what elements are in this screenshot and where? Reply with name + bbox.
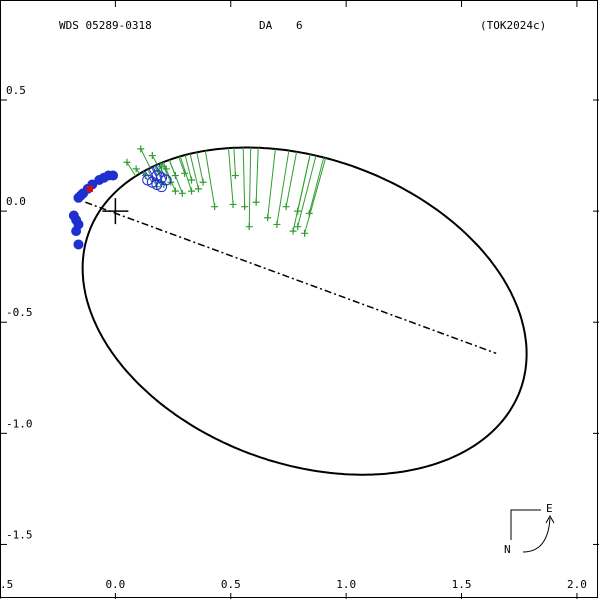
residual-line bbox=[276, 150, 290, 225]
compass-arrowhead bbox=[545, 514, 555, 524]
speckle-open-point bbox=[160, 174, 172, 186]
compass: N E bbox=[504, 502, 555, 556]
header-left: WDS 05289-0318 bbox=[59, 19, 152, 32]
visual-point bbox=[305, 209, 313, 217]
y-tick-label: 0.5 bbox=[6, 84, 26, 97]
compass-east-arrow bbox=[522, 517, 551, 553]
header-middle-a: DA bbox=[259, 19, 273, 32]
visual-point bbox=[282, 203, 290, 211]
visual-point bbox=[294, 223, 302, 231]
x-tick-label: 0.5 bbox=[221, 578, 241, 591]
speckle-open-point bbox=[146, 176, 158, 188]
x-tick-label: 2.0 bbox=[567, 578, 587, 591]
visual-point bbox=[132, 165, 140, 173]
visual-point bbox=[178, 189, 186, 197]
residual-line bbox=[204, 150, 216, 207]
speckle-residual bbox=[144, 170, 153, 183]
residual-line bbox=[308, 157, 325, 214]
residual-line bbox=[304, 157, 327, 234]
visual-point bbox=[252, 198, 260, 206]
visual-point bbox=[171, 187, 179, 195]
speckle-residual bbox=[148, 168, 158, 185]
current-position-marker bbox=[87, 185, 93, 192]
residual-line bbox=[178, 156, 186, 174]
visual-point bbox=[229, 200, 237, 208]
residual-line bbox=[151, 155, 158, 165]
header-middle-b: 6 bbox=[296, 19, 303, 32]
visual-point bbox=[194, 185, 202, 193]
residual-line bbox=[285, 151, 298, 207]
visual-point bbox=[211, 203, 219, 211]
residual-line bbox=[189, 153, 199, 190]
primary-star-cross bbox=[102, 198, 129, 225]
visual-point bbox=[158, 163, 166, 171]
speckle-point bbox=[68, 210, 79, 221]
residual-line bbox=[161, 162, 172, 183]
visual-point bbox=[188, 176, 196, 184]
residual-line bbox=[233, 147, 236, 176]
y-tick-label: -0.5 bbox=[6, 306, 33, 319]
residual-line bbox=[126, 161, 137, 177]
visual-point bbox=[148, 152, 156, 160]
x-tick-label: 1.5 bbox=[452, 578, 472, 591]
residual-line bbox=[297, 155, 317, 227]
y-tick-label: -1.5 bbox=[6, 528, 33, 541]
visual-point bbox=[241, 203, 249, 211]
markers bbox=[87, 185, 129, 225]
x-tick-label: -0.5 bbox=[0, 578, 13, 591]
compass-north-line bbox=[510, 509, 541, 540]
compass-east-label: E bbox=[546, 502, 553, 515]
visual-point bbox=[162, 165, 170, 173]
residual-line bbox=[255, 147, 259, 203]
visual-point bbox=[245, 223, 253, 231]
visual-point bbox=[264, 214, 272, 222]
visual-point bbox=[273, 220, 281, 228]
residual-line bbox=[297, 154, 311, 212]
y-tick-label: -1.0 bbox=[6, 417, 33, 430]
x-tick-label: 0.0 bbox=[105, 578, 125, 591]
orbit-ellipse bbox=[81, 146, 528, 476]
residual-line bbox=[140, 148, 151, 169]
visual-point bbox=[181, 169, 189, 177]
speckle-point bbox=[75, 190, 86, 201]
visual-point bbox=[171, 172, 179, 180]
visual-point bbox=[294, 207, 302, 215]
visual-point bbox=[231, 172, 239, 180]
visual-point bbox=[123, 158, 131, 166]
visual-point bbox=[188, 187, 196, 195]
residual-line bbox=[248, 147, 252, 227]
residual-line bbox=[267, 148, 276, 218]
visual-point bbox=[137, 145, 145, 153]
residual-line bbox=[184, 154, 193, 181]
residual-lines bbox=[126, 147, 327, 234]
visual-point bbox=[289, 227, 297, 235]
x-tick-label: 1.0 bbox=[336, 578, 356, 591]
tick-labels: -0.5 0.0 0.5 1.0 1.5 2.0 0.5 0.0 -0.5 -1.0 -1.5 bbox=[0, 84, 587, 591]
speckle-point bbox=[108, 170, 119, 181]
residual-line bbox=[227, 148, 234, 205]
speckle-point bbox=[73, 239, 84, 250]
visual-point bbox=[199, 178, 207, 186]
orbit-layer bbox=[81, 146, 528, 476]
residual-line bbox=[196, 152, 204, 183]
compass-north-label: N bbox=[504, 543, 511, 556]
y-tick-label: 0.0 bbox=[6, 195, 26, 208]
header-right: (TOK2024c) bbox=[480, 19, 546, 32]
line-of-nodes bbox=[85, 201, 497, 355]
visual-point bbox=[301, 229, 309, 237]
residual-line bbox=[242, 147, 246, 207]
